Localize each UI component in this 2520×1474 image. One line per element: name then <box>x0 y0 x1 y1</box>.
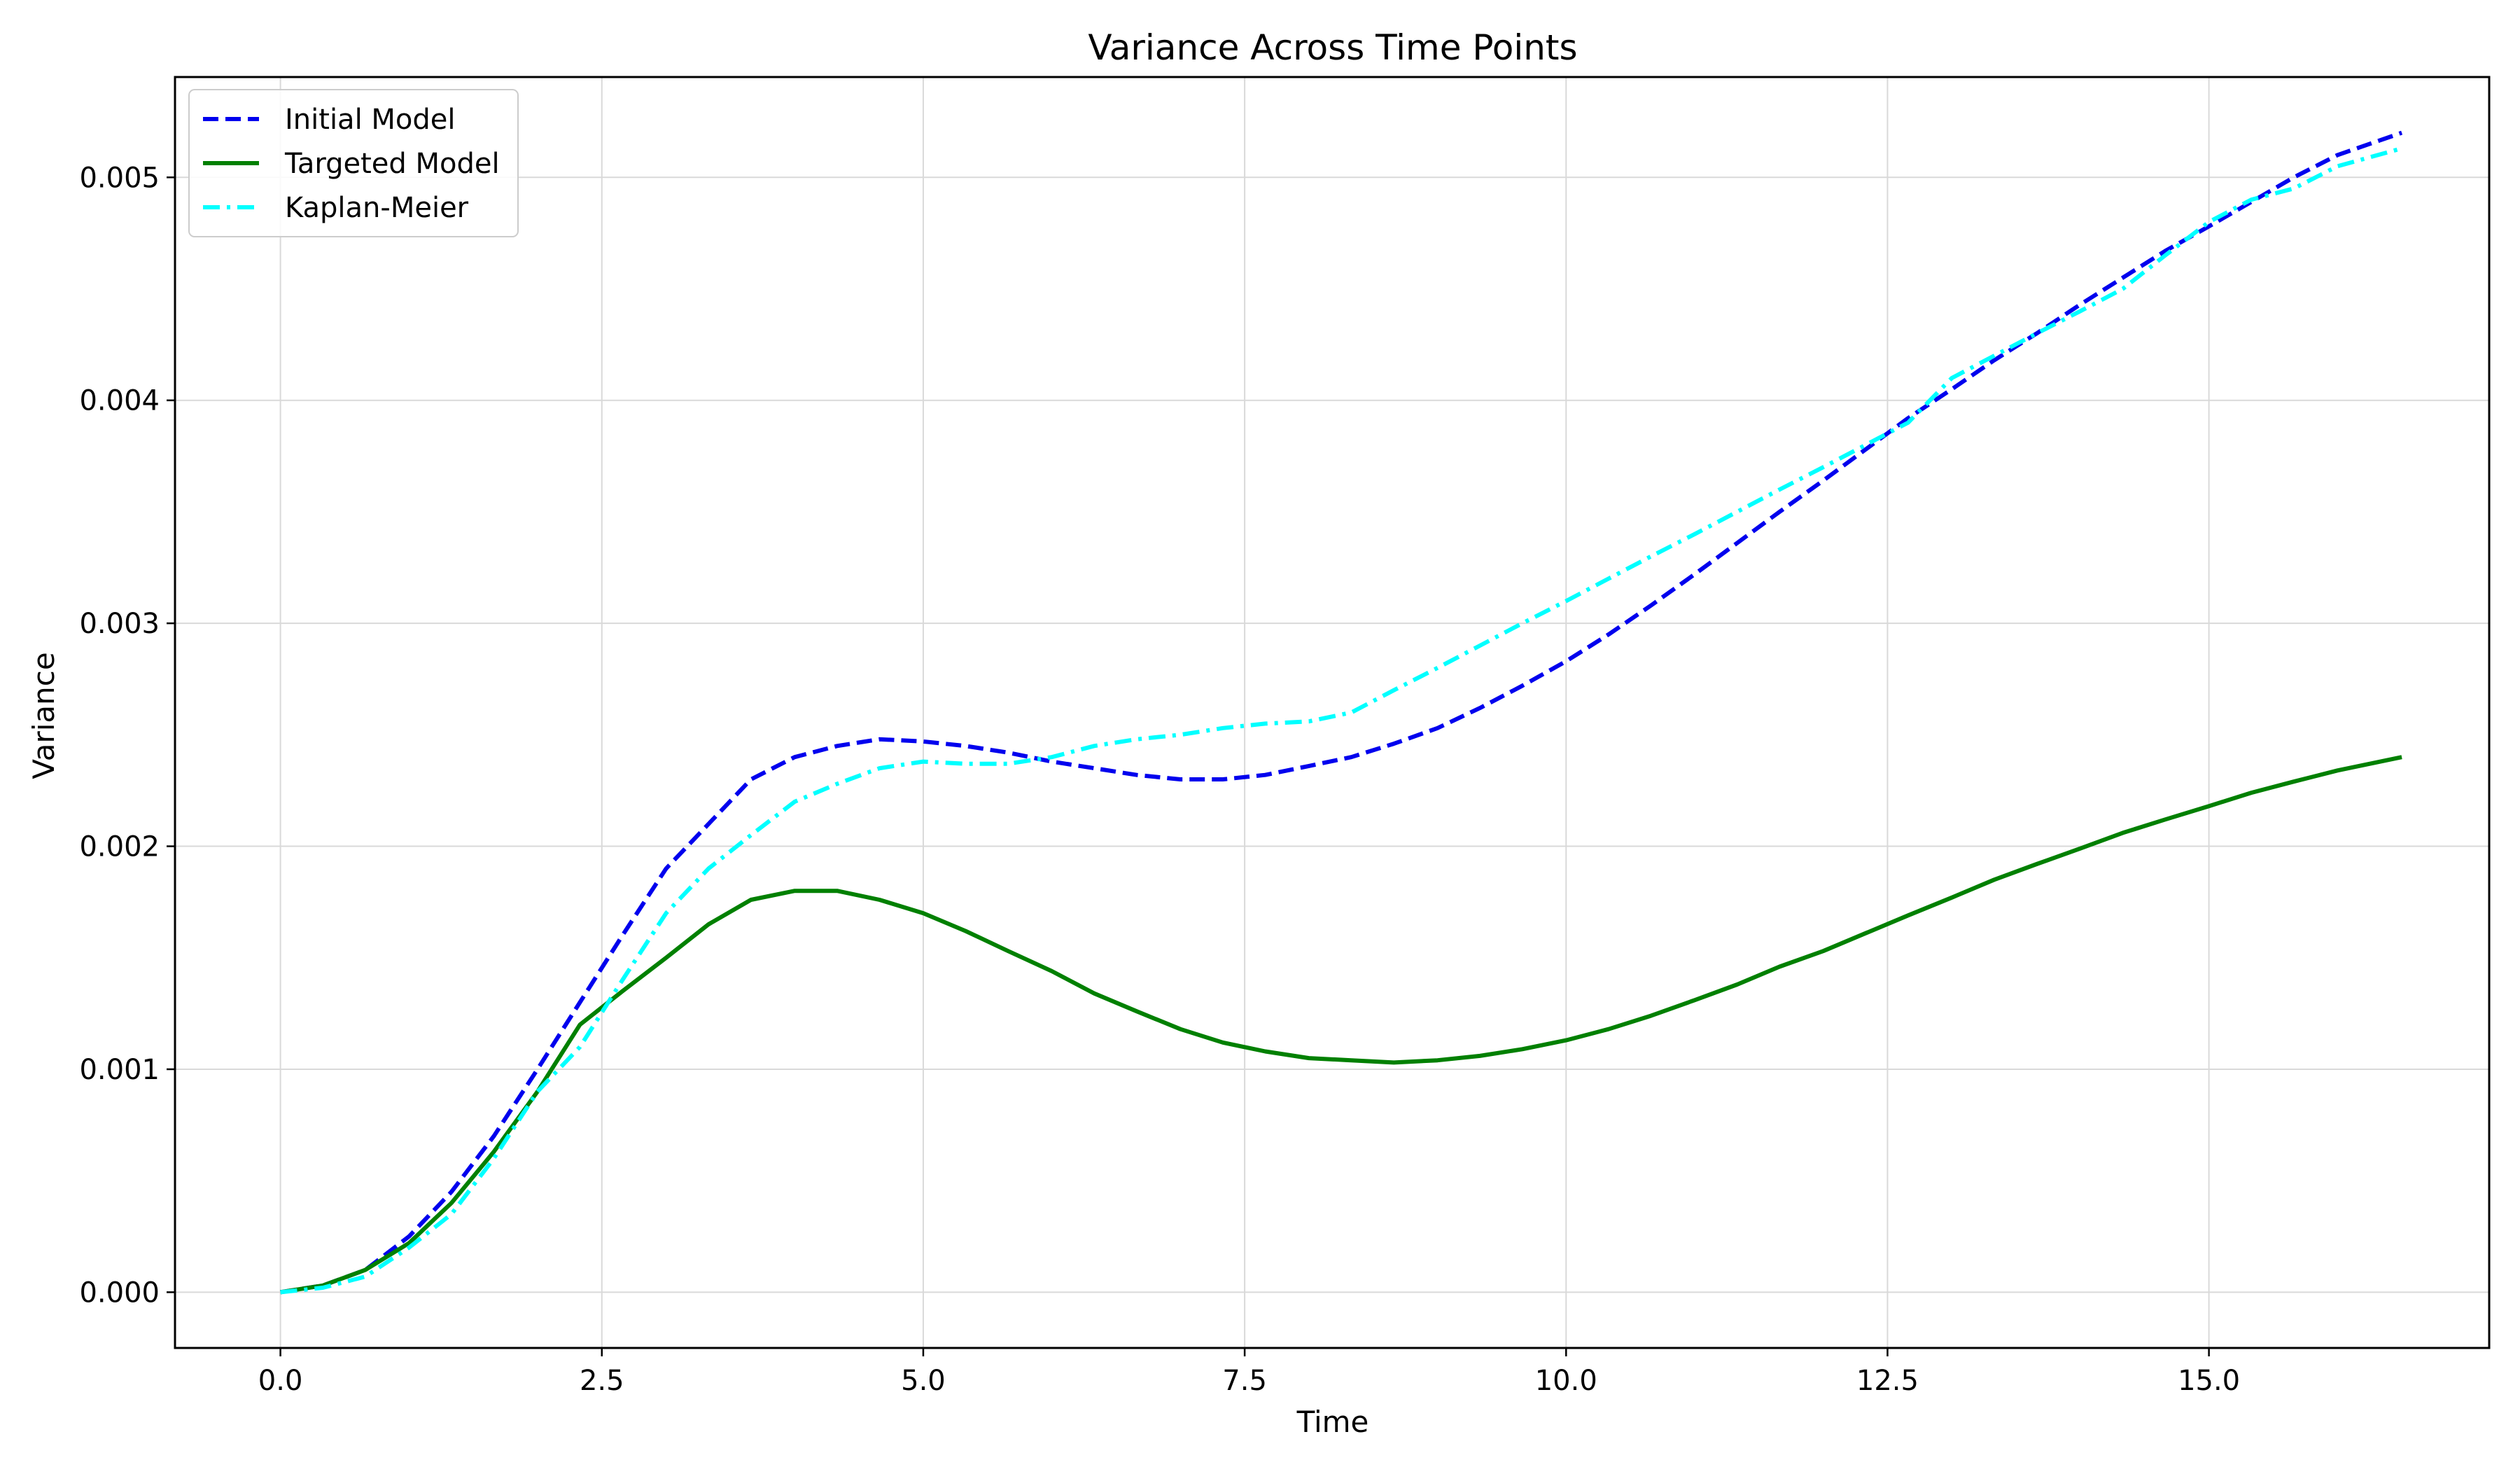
x-tick-label: 0.0 <box>258 1365 303 1397</box>
y-tick-label: 0.003 <box>79 608 160 640</box>
y-tick-label: 0.004 <box>79 385 160 417</box>
y-tick-label: 0.005 <box>79 162 160 194</box>
y-tick-label: 0.002 <box>79 831 160 863</box>
y-axis-label: Variance <box>27 652 61 779</box>
x-tick-label: 10.0 <box>1535 1365 1597 1397</box>
tick-layer: 0.0 2.5 5.0 7.5 10.0 12.5 15.0 0.000 0.001 0.002 0… <box>79 162 2240 1397</box>
plot-frame <box>174 76 2491 1349</box>
legend-label: Targeted Model <box>284 148 500 180</box>
series-line-targeted-model <box>280 755 2402 1295</box>
y-tick-label: 0.001 <box>79 1054 160 1086</box>
legend-label: Initial Model <box>285 104 456 136</box>
legend: Initial Model Targeted Model Kaplan-Meier <box>188 89 519 237</box>
series-line-initial-model <box>280 130 2403 1295</box>
x-tick-label: 12.5 <box>1856 1365 1919 1397</box>
legend-label: Kaplan-Meier <box>285 192 469 224</box>
grid-layer <box>175 77 2489 1348</box>
x-tick-label: 15.0 <box>2178 1365 2240 1397</box>
y-tick-label: 0.000 <box>79 1277 160 1309</box>
chart-title: Variance Across Time Points <box>1088 27 1577 68</box>
x-tick-label: 5.0 <box>901 1365 946 1397</box>
x-tick-label: 7.5 <box>1222 1365 1267 1397</box>
x-tick-label: 2.5 <box>580 1365 624 1397</box>
x-axis-label: Time <box>1296 1405 1369 1439</box>
series-line-kaplan-meier <box>280 146 2402 1295</box>
series-layer <box>280 130 2403 1295</box>
legend-box <box>188 89 519 237</box>
